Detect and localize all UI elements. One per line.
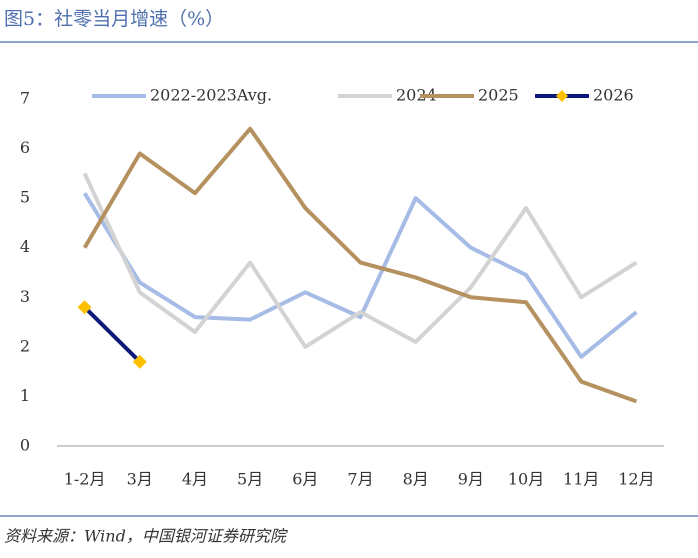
legend-label: 2024	[396, 86, 437, 105]
y-tick-label: 6	[20, 138, 30, 157]
y-tick-label: 1	[20, 386, 30, 405]
x-tick-label: 4月	[182, 470, 208, 489]
legend-label: 2022-2023Avg.	[150, 86, 272, 105]
y-tick-label: 7	[20, 89, 30, 108]
y-tick-label: 2	[20, 336, 30, 355]
y-tick-label: 4	[20, 237, 30, 256]
x-tick-label: 12月	[618, 470, 654, 489]
x-tick-label: 1-2月	[64, 470, 106, 489]
series-line	[82, 192, 638, 359]
x-tick-label: 11月	[563, 470, 599, 489]
x-tick-label: 9月	[458, 470, 484, 489]
point-marker	[77, 300, 92, 315]
legend-label: 2026	[593, 86, 634, 105]
x-tick-label: 3月	[127, 470, 153, 489]
y-tick-label: 0	[20, 436, 30, 455]
y-tick-label: 5	[20, 188, 30, 207]
x-tick-label: 5月	[237, 470, 263, 489]
x-tick-label: 10月	[508, 470, 544, 489]
series-line	[82, 126, 638, 404]
legend-label: 2025	[478, 86, 519, 105]
x-tick-label: 8月	[403, 470, 429, 489]
series-line	[83, 305, 142, 364]
point-marker	[132, 354, 147, 369]
legend-marker	[556, 90, 568, 102]
source-note: 资料来源：Wind，中国银河证券研究院	[4, 527, 289, 546]
x-tick-label: 7月	[347, 470, 373, 489]
y-tick-label: 3	[20, 287, 30, 306]
chart-title: 图5：社零当月增速（%）	[4, 8, 224, 30]
series-line	[82, 172, 638, 349]
x-tick-label: 6月	[292, 470, 318, 489]
